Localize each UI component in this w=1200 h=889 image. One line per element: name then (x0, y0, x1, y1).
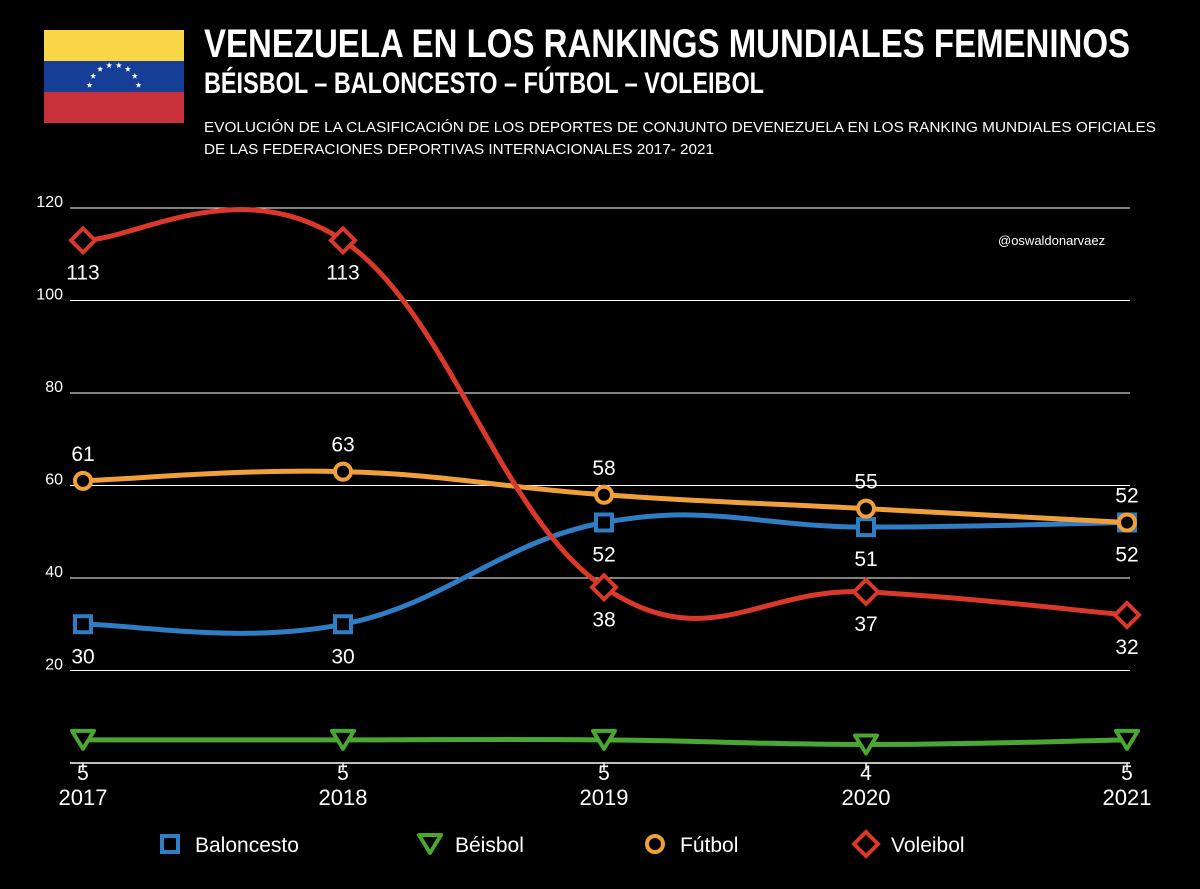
marker-futbol (1117, 512, 1137, 533)
data-label-beisbol: 4 (860, 762, 872, 785)
marker-voleibol (589, 572, 619, 603)
data-label-futbol: 63 (331, 434, 354, 457)
data-label-voleibol: 32 (1115, 636, 1138, 659)
venezuela-flag (44, 30, 184, 123)
x-tick-label: 2018 (319, 785, 368, 810)
description-line-2: DE LAS FEDERACIONES DEPORTIVAS INTERNACI… (204, 141, 714, 158)
marker-futbol (333, 461, 353, 482)
marker-voleibol (68, 225, 98, 256)
data-label-beisbol: 5 (337, 762, 349, 785)
flag-star (90, 72, 97, 79)
marker-baloncesto (333, 614, 353, 635)
flag-star (124, 66, 131, 72)
legend-item-beisbol: Béisbol (417, 833, 524, 857)
flag-star (106, 62, 113, 69)
data-label-baloncesto: 30 (331, 645, 354, 668)
data-label-voleibol: 113 (326, 261, 359, 284)
flag-blue-stripe (44, 61, 184, 92)
data-label-beisbol: 5 (1121, 762, 1133, 785)
credit-handle: @oswaldonarvaez (998, 233, 1105, 248)
legend-label: Béisbol (455, 834, 524, 857)
data-label-voleibol: 37 (854, 613, 877, 636)
legend-marker-voleibol (851, 829, 881, 859)
legend-label: Voleibol (891, 834, 965, 857)
data-label-beisbol: 5 (598, 762, 610, 785)
y-tick-label: 60 (45, 472, 63, 489)
page-title: VENEZUELA EN LOS RANKINGS MUNDIALES FEME… (204, 22, 1130, 66)
marker-beisbol (70, 728, 96, 751)
data-label-baloncesto: 52 (1115, 544, 1138, 567)
series-voleibol (68, 207, 1142, 630)
data-label-baloncesto: 30 (71, 645, 94, 668)
y-tick-label: 20 (45, 657, 63, 674)
flag-star (131, 72, 138, 79)
marker-futbol (856, 498, 876, 519)
data-label-futbol: 52 (1115, 485, 1138, 508)
flag-red-stripe (44, 92, 184, 123)
legend-label: Baloncesto (195, 834, 299, 857)
data-label-beisbol: 5 (77, 762, 89, 785)
x-tick-label: 2021 (1103, 785, 1152, 810)
data-label-voleibol: 113 (66, 261, 99, 284)
flag-star (97, 66, 104, 72)
legend-item-futbol: Fútbol (645, 834, 738, 857)
y-tick-label: 80 (45, 379, 63, 396)
series-line-voleibol (80, 207, 1130, 621)
marker-beisbol (1114, 728, 1140, 751)
legend-marker-baloncesto (160, 834, 180, 854)
x-tick-label: 2017 (59, 785, 108, 810)
marker-voleibol (851, 577, 881, 607)
legend-marker-beisbol (417, 833, 443, 855)
data-label-baloncesto: 52 (592, 544, 615, 567)
data-label-baloncesto: 51 (854, 548, 877, 571)
legend-marker-futbol (645, 834, 665, 854)
legend-item-voleibol: Voleibol (851, 829, 965, 859)
flag-star (86, 81, 93, 88)
marker-voleibol (1112, 600, 1142, 630)
flag-star (115, 62, 122, 69)
marker-futbol (73, 470, 93, 491)
y-tick-label: 40 (45, 564, 63, 581)
x-tick-label: 2019 (580, 785, 629, 810)
x-axis: 2017 2018 2019 2020 2021 (59, 762, 1152, 810)
marker-voleibol (328, 225, 358, 256)
data-label-futbol: 58 (592, 457, 615, 480)
x-tick-label: 2020 (842, 785, 891, 810)
marker-beisbol (591, 728, 617, 751)
marker-baloncesto (856, 517, 876, 538)
chart-series (68, 207, 1142, 756)
marker-baloncesto (594, 512, 614, 533)
marker-beisbol (330, 728, 356, 751)
marker-baloncesto (73, 614, 93, 635)
data-label-voleibol: 38 (592, 608, 615, 631)
series-beisbol (70, 728, 1140, 756)
series-futbol (73, 461, 1137, 533)
y-tick-label: 100 (36, 287, 63, 304)
legend-label: Fútbol (680, 834, 738, 857)
flag-stars (86, 62, 142, 88)
y-tick-label: 120 (36, 194, 63, 211)
description-line-1: EVOLUCIÓN DE LA CLASIFICACIÓN DE LOS DEP… (204, 119, 1156, 136)
data-label-futbol: 61 (71, 443, 94, 466)
marker-futbol (594, 484, 614, 505)
flag-yellow-stripe (44, 30, 184, 61)
marker-beisbol (853, 733, 879, 756)
flag-star (135, 81, 142, 88)
page-subtitle: BÉISBOL – BALONCESTO – FÚTBOL – VOLEIBOL (204, 66, 764, 100)
y-axis-ticks: 20 40 60 80 100 120 (36, 194, 63, 674)
data-label-futbol: 55 (854, 471, 877, 494)
chart-legend: Baloncesto Béisbol Fútbol Voleibol (160, 829, 965, 859)
legend-item-baloncesto: Baloncesto (160, 834, 299, 857)
